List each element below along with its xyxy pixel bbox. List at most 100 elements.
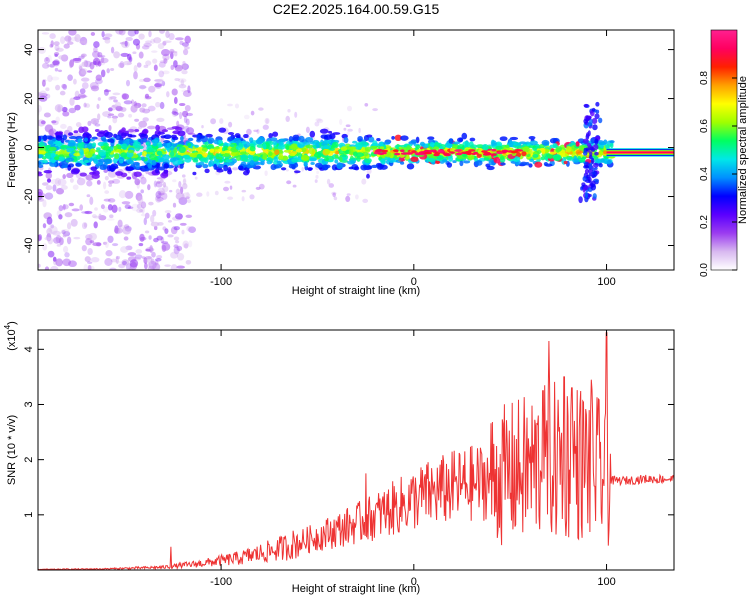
spectrogram-cell	[102, 181, 107, 190]
spectrogram-cell	[315, 118, 322, 122]
spectrogram-cell	[114, 101, 122, 109]
spectrogram-cell	[266, 160, 273, 165]
spectrogram-cell	[174, 77, 181, 82]
spectrogram-cell	[163, 163, 170, 169]
spectrogram-cell	[189, 153, 199, 158]
spectrogram-cell	[591, 107, 596, 112]
spectrogram-cell	[141, 129, 148, 134]
spectrogram-cell	[173, 226, 180, 231]
spectrogram-cell	[346, 193, 351, 196]
spectrogram-cell	[188, 240, 193, 248]
spectrogram-cell	[376, 163, 384, 170]
spectrogram-cell	[319, 128, 329, 134]
spectrogram-cell	[147, 125, 156, 130]
spectrogram-cell	[57, 69, 63, 73]
spectrogram-cell	[290, 143, 299, 151]
spectrogram-cell	[575, 141, 580, 147]
spectrogram-cell	[69, 178, 74, 183]
spectrogram-cell	[452, 160, 457, 164]
spectrogram-cell	[131, 99, 135, 105]
figure-title: C2E2.2025.164.00.59.G15	[273, 1, 440, 17]
colorbar-tick-label: 0.6	[699, 119, 710, 133]
spectrogram-cell	[111, 204, 118, 213]
spectrogram-cell	[355, 194, 359, 200]
spectrogram-cell	[97, 97, 101, 101]
spectrogram-cell	[292, 184, 297, 188]
spectrogram-cell	[79, 172, 87, 177]
spectrogram-cell	[285, 169, 289, 172]
spectrogram-cell	[58, 205, 64, 212]
spectrogram-cell	[360, 164, 368, 171]
spectrogram-cell	[598, 163, 603, 168]
spectrogram-cell	[85, 237, 93, 246]
spectrogram-cell	[79, 65, 83, 72]
spectrogram-cell	[145, 248, 151, 252]
spectrogram-cell	[44, 152, 53, 159]
spectrogram-cell	[391, 136, 395, 140]
spectrogram-cell	[170, 64, 175, 71]
spectrogram-cell	[103, 89, 112, 93]
spectrogram-cell	[43, 170, 53, 174]
spectrogram-cell	[583, 165, 590, 169]
spectrogram-cell	[72, 57, 82, 62]
spectrogram-cell	[120, 107, 127, 112]
spectrogram-cell	[183, 243, 189, 249]
spectrogram-cell	[229, 185, 233, 190]
spectrogram-cell	[241, 189, 247, 193]
spectrogram-cell	[121, 127, 126, 133]
spectrogram-cell	[115, 255, 121, 260]
spectrogram-cell	[61, 229, 66, 235]
spectrogram-cell	[578, 196, 583, 204]
spectrogram-y-tick-label: -20	[23, 189, 35, 205]
spectrogram-cell	[132, 51, 137, 55]
spectrogram-cell	[68, 202, 75, 207]
spectrogram-cell	[199, 150, 206, 155]
spectrogram-cell	[62, 111, 70, 117]
spectrogram-cell	[585, 179, 591, 183]
spectrogram-cell	[94, 207, 98, 211]
spectrogram-cell	[50, 265, 59, 270]
spectrogram-cell	[121, 143, 128, 151]
spectrogram-cell	[64, 35, 72, 42]
spectrogram-cell	[600, 158, 605, 163]
spectrogram-cell	[139, 86, 148, 89]
spectrogram-cell	[437, 150, 445, 153]
spectrogram-cell	[249, 159, 255, 166]
spectrogram-cell	[54, 44, 60, 51]
spectrogram-cell	[60, 228, 70, 235]
spectrogram-cell	[433, 153, 440, 157]
spectrogram-cell	[339, 156, 343, 163]
spectrogram-cell	[154, 79, 164, 82]
spectrogram-cell	[133, 64, 138, 73]
spectrogram-cell	[119, 61, 125, 69]
spectrogram-cell	[38, 164, 44, 169]
spectrogram-cell	[159, 179, 164, 183]
spectrogram-cell	[133, 71, 138, 80]
spectrogram-cell	[45, 171, 53, 180]
spectrogram-cell	[253, 129, 259, 133]
spectrogram-cell	[118, 30, 126, 36]
spectrogram-cell	[454, 149, 462, 152]
spectrogram-cell	[156, 196, 164, 202]
spectrogram-cell	[590, 138, 594, 145]
spectrogram-cell	[170, 226, 178, 235]
spectrogram-cell	[418, 151, 426, 154]
spectrogram-y-tick-label: 40	[23, 43, 35, 55]
spectrogram-cell	[93, 158, 99, 164]
spectrogram-strong-band	[606, 151, 674, 154]
spectrogram-cell	[81, 211, 90, 214]
spectrogram-cell	[66, 236, 72, 245]
spectrogram-cell	[53, 156, 60, 161]
spectrogram-cell	[150, 258, 155, 265]
spectrogram-cell	[144, 256, 152, 260]
spectrogram-cell	[57, 131, 64, 135]
spectrogram-cell	[206, 191, 210, 197]
spectrogram-cell	[115, 106, 124, 112]
spectrogram-x-label: Height of straight line (km)	[292, 285, 420, 297]
spectrogram-cell	[131, 203, 140, 212]
spectrogram-cell	[167, 219, 173, 223]
spectrogram-cell	[68, 30, 77, 36]
spectrogram-cell	[45, 93, 51, 99]
spectrogram-cell	[520, 161, 528, 166]
spectrogram-cell	[291, 164, 296, 169]
